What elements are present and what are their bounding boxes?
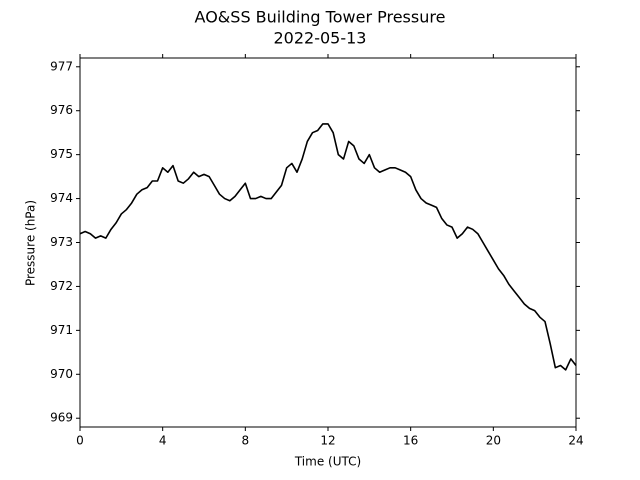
x-tick-label: 4 [159, 434, 167, 448]
y-tick-label: 973 [50, 235, 73, 249]
x-axis-label: Time (UTC) [294, 455, 361, 469]
x-tick-label: 16 [403, 434, 418, 448]
x-tick-label: 20 [486, 434, 501, 448]
y-axis-label: Pressure (hPa) [24, 200, 38, 286]
x-tick-label: 0 [76, 434, 84, 448]
y-tick-label: 972 [50, 279, 73, 293]
y-tick-label: 974 [50, 191, 73, 205]
x-tick-label: 24 [568, 434, 583, 448]
plot-frame [79, 57, 577, 428]
data-line [79, 123, 577, 371]
y-tick-label: 970 [50, 367, 73, 381]
y-tick-label: 976 [50, 103, 73, 117]
chart-title: AO&SS Building Tower Pressure [195, 8, 446, 27]
chart-subtitle: 2022-05-13 [274, 29, 367, 48]
y-tick-label: 971 [50, 323, 73, 337]
x-tick-label: 8 [242, 434, 250, 448]
x-tick-label: 12 [320, 434, 335, 448]
y-tick-label: 977 [50, 59, 73, 73]
y-tick-label: 969 [50, 411, 73, 425]
y-tick-label: 975 [50, 147, 73, 161]
